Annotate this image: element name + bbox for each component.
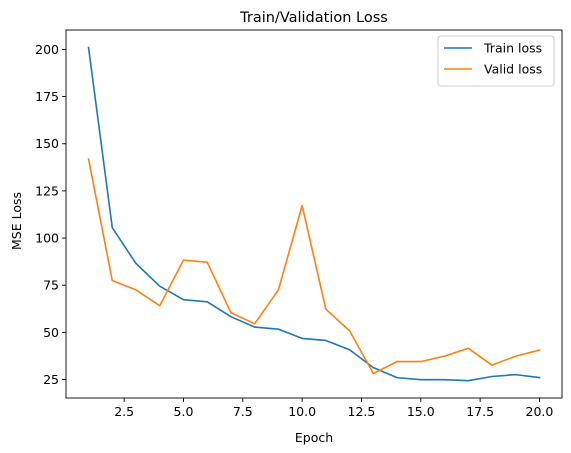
- y-tick-label: 75: [43, 278, 59, 293]
- y-axis-title: MSE Loss: [9, 192, 24, 250]
- chart-title: Train/Validation Loss: [239, 10, 388, 26]
- x-axis-title: Epoch: [295, 430, 333, 445]
- x-tick-label: 10.0: [288, 404, 316, 419]
- y-tick-label: 150: [35, 136, 59, 151]
- plot-area: [65, 29, 563, 399]
- legend-label: Valid loss: [484, 62, 542, 77]
- x-tick-label: 17.5: [466, 404, 494, 419]
- y-tick-label: 200: [35, 42, 59, 57]
- series-layer: [87, 46, 541, 382]
- x-tick-label: 12.5: [348, 404, 376, 419]
- y-axis: 25 50 75 100 125 150 175 200: [35, 42, 66, 387]
- x-tick-label: 7.5: [233, 404, 253, 419]
- x-tick-label: 15.0: [407, 404, 435, 419]
- legend-label: Train loss: [483, 41, 542, 56]
- series-line-valid-loss: [87, 158, 541, 375]
- y-tick-label: 50: [43, 325, 59, 340]
- x-tick-label: 2.5: [114, 404, 134, 419]
- x-tick-label: 20.0: [526, 404, 554, 419]
- x-tick-label: 5.0: [174, 404, 194, 419]
- x-axis: 2.5 5.0 7.5 10.0 12.5 15.0 17.5 20.0: [114, 398, 553, 419]
- y-tick-label: 100: [35, 231, 59, 246]
- y-tick-label: 125: [35, 183, 59, 198]
- series-line-train-loss: [87, 46, 541, 382]
- y-tick-label: 25: [43, 372, 59, 387]
- y-tick-label: 175: [35, 89, 59, 104]
- legend: Train loss Valid loss: [437, 35, 555, 87]
